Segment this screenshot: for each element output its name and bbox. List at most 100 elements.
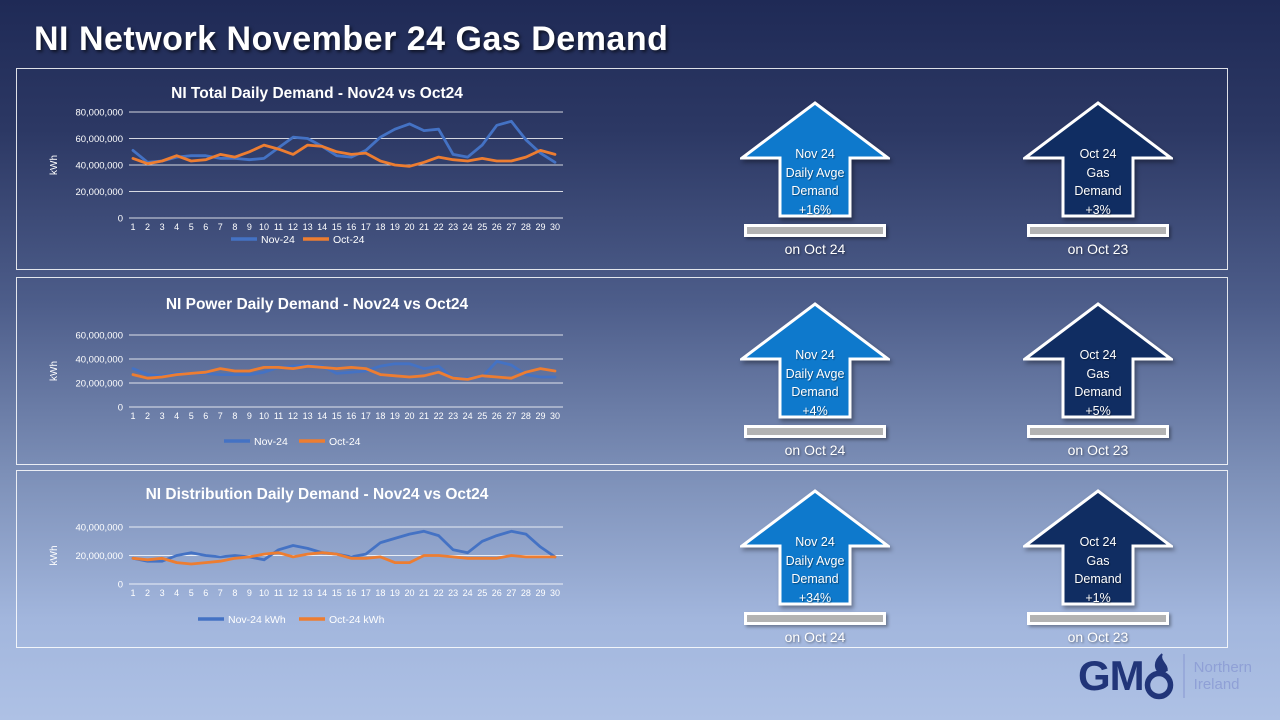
x-axis-tick-label: 28 [521, 222, 531, 232]
x-axis-tick-label: 11 [274, 411, 283, 421]
distribution-nov-arrow-block: Nov 24 Daily Avge Demand +34% on Oct 24 [735, 489, 895, 645]
power-demand-chart: NI Power Daily Demand - Nov24 vs Oct24 0 2… [17, 279, 577, 464]
x-axis-tick-label: 30 [550, 411, 560, 421]
arrow-line: Oct 24 [1079, 147, 1117, 161]
arrow-line: Demand [791, 385, 839, 399]
arrow-line: +16% [798, 202, 832, 217]
distribution-demand-chart: NI Distribution Daily Demand - Nov24 vs … [17, 473, 577, 648]
x-axis-tick-label: 6 [203, 411, 208, 421]
x-axis-tick-label: 1 [130, 588, 135, 598]
up-arrow-icon [1023, 489, 1173, 606]
x-axis-tick-label: 9 [247, 222, 252, 232]
x-axis-tick-label: 23 [448, 588, 458, 598]
arrow-base-label: on Oct 24 [784, 629, 846, 645]
arrow-line: Gas [1086, 366, 1110, 381]
total-nov-arrow-block: Nov 24 Daily Avge Demand +16% on Oct 24 [735, 101, 895, 257]
series-line [131, 143, 557, 168]
arrow-base-bar [1027, 612, 1169, 625]
arrow-base-bar [744, 224, 886, 237]
x-axis-tick-label: 7 [218, 588, 223, 598]
series-line [131, 364, 557, 381]
legend-label: Nov-24 kWh [228, 614, 286, 626]
gmo-logo-text: GM [1078, 652, 1145, 699]
arrow-line: Nov 24 [795, 147, 835, 161]
y-axis-tick-label: 0 [118, 214, 123, 225]
distribution-oct-arrow-block: Oct 24 Gas Demand +1% on Oct 23 [1018, 489, 1178, 645]
x-axis-tick-label: 16 [346, 588, 356, 598]
x-axis-tick-label: 1 [130, 222, 135, 232]
line-chart-svg: NI Total Daily Demand - Nov24 vs Oct24 0 2… [49, 85, 563, 246]
x-axis-tick-label: 3 [160, 411, 165, 421]
x-axis-tick-label: 17 [361, 411, 371, 421]
x-axis-tick-label: 7 [218, 411, 223, 421]
x-axis-tick-label: 6 [203, 588, 208, 598]
x-axis-tick-label: 19 [390, 588, 400, 598]
y-axis-tick-label: 40,000,000 [75, 161, 123, 172]
arrow-caption: Nov 24 Daily Avge Demand +4% [740, 302, 890, 420]
power-nov-arrow-block: Nov 24 Daily Avge Demand +4% on Oct 24 [735, 302, 895, 458]
arrow-line: Gas [1086, 165, 1110, 180]
x-axis-tick-label: 16 [346, 411, 356, 421]
y-axis-tick-label: 40,000,000 [75, 355, 123, 366]
arrow-line: Oct 24 [1079, 348, 1117, 362]
power-demand-panel: NI Power Daily Demand - Nov24 vs Oct24 0 2… [16, 277, 1228, 465]
x-axis-tick-label: 20 [404, 222, 414, 232]
arrow-base-bar [1027, 224, 1169, 237]
arrow-line: Gas [1086, 553, 1110, 568]
x-axis-tick-label: 29 [535, 588, 545, 598]
y-axis-tick-label: 20,000,000 [75, 379, 123, 390]
y-axis-tick-label: 60,000,000 [75, 134, 123, 145]
x-axis-tick-label: 3 [160, 588, 165, 598]
y-axis-tick-label: 20,000,000 [75, 551, 123, 562]
total-oct-arrow-block: Oct 24 Gas Demand +3% on Oct 23 [1018, 101, 1178, 257]
x-axis-tick-label: 23 [448, 222, 458, 232]
arrow-base-bar [1027, 425, 1169, 438]
legend-label: Oct-24 kWh [329, 614, 385, 626]
legend-label: Nov-24 [261, 234, 295, 246]
x-axis-tick-label: 30 [550, 222, 560, 232]
arrow-line: Demand [791, 184, 839, 198]
arrow-base-bar [744, 425, 886, 438]
arrow-line: Daily Avge [785, 366, 845, 381]
x-axis-tick-label: 14 [317, 588, 327, 598]
arrow-line: +5% [1085, 403, 1111, 418]
logo-region-text: Northern Ireland [1194, 659, 1252, 693]
logo-region-line: Ireland [1193, 676, 1240, 693]
x-axis-tick-label: 18 [375, 411, 385, 421]
x-axis-tick-label: 4 [174, 222, 179, 232]
arrow-line: Nov 24 [795, 535, 835, 549]
x-axis-tick-label: 6 [203, 222, 208, 232]
arrow-line: Demand [1074, 572, 1122, 586]
x-axis-tick-label: 22 [434, 411, 444, 421]
x-axis-tick-label: 14 [317, 411, 327, 421]
gmo-logo: GM Northern Ireland [1078, 652, 1252, 700]
x-axis-tick-label: 1 [130, 411, 135, 421]
x-axis-tick-label: 24 [463, 222, 473, 232]
arrow-base-label: on Oct 23 [1067, 442, 1129, 458]
arrow-line: Demand [791, 572, 839, 586]
x-axis-tick-label: 17 [361, 222, 371, 232]
logo-divider [1182, 654, 1185, 698]
arrow-line: Daily Avge [785, 553, 845, 568]
x-axis-tick-label: 14 [317, 222, 327, 232]
x-axis-tick-label: 27 [506, 588, 516, 598]
legend-label: Oct-24 [333, 234, 365, 246]
x-axis-tick-label: 13 [303, 222, 313, 232]
x-axis-tick-label: 13 [303, 411, 313, 421]
x-axis-tick-label: 29 [535, 222, 545, 232]
x-axis-tick-label: 2 [145, 222, 150, 232]
y-axis-tick-label: 80,000,000 [75, 108, 123, 119]
gmo-flame-o-icon [1144, 653, 1173, 700]
x-axis-tick-label: 24 [463, 411, 473, 421]
x-axis-tick-label: 22 [434, 588, 444, 598]
y-axis-label: kWh [49, 361, 60, 381]
arrow-caption: Nov 24 Daily Avge Demand +16% [740, 101, 890, 219]
up-arrow-icon [1023, 101, 1173, 218]
x-axis-tick-label: 27 [506, 411, 516, 421]
chart-title: NI Distribution Daily Demand - Nov24 vs … [146, 486, 489, 503]
x-axis-tick-label: 21 [419, 222, 429, 232]
x-axis-tick-label: 19 [390, 411, 400, 421]
x-axis-tick-label: 21 [419, 588, 429, 598]
x-axis-tick-label: 12 [288, 588, 298, 598]
x-axis-tick-label: 25 [477, 411, 487, 421]
